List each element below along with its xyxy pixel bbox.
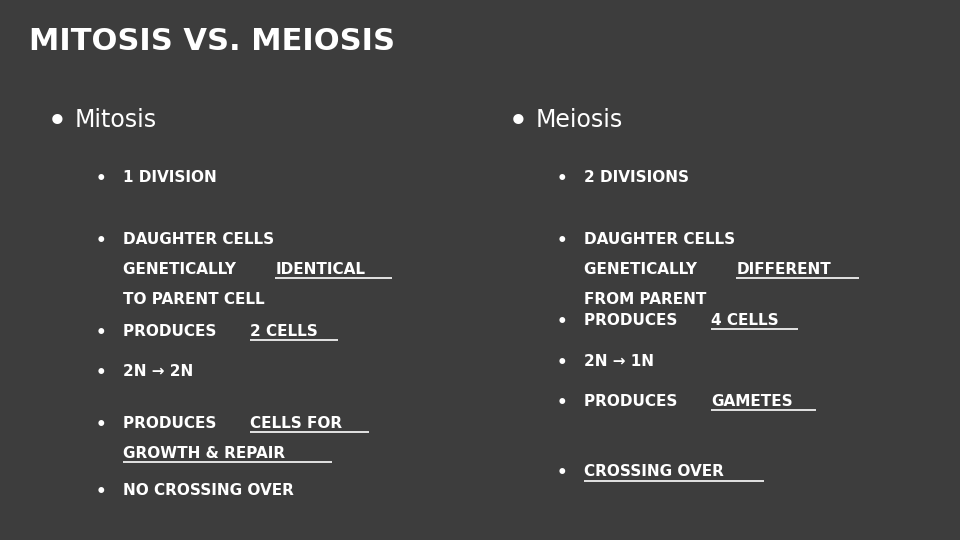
- Text: PRODUCES: PRODUCES: [123, 324, 222, 339]
- Text: •: •: [48, 108, 67, 136]
- Text: TO PARENT CELL: TO PARENT CELL: [123, 292, 265, 307]
- Text: IDENTICAL: IDENTICAL: [276, 262, 366, 277]
- Text: 4 CELLS: 4 CELLS: [711, 313, 779, 328]
- Text: 2 CELLS: 2 CELLS: [251, 324, 318, 339]
- Text: •: •: [509, 108, 528, 136]
- Text: MITOSIS VS. MEIOSIS: MITOSIS VS. MEIOSIS: [29, 27, 395, 56]
- Text: •: •: [557, 232, 567, 250]
- Text: GROWTH & REPAIR: GROWTH & REPAIR: [123, 446, 285, 461]
- Text: •: •: [96, 324, 107, 342]
- Text: •: •: [96, 364, 107, 382]
- Text: DAUGHTER CELLS: DAUGHTER CELLS: [584, 232, 734, 247]
- Text: •: •: [557, 170, 567, 188]
- Text: •: •: [96, 232, 107, 250]
- Text: GENETICALLY: GENETICALLY: [584, 262, 702, 277]
- Text: Meiosis: Meiosis: [536, 108, 623, 132]
- Text: PRODUCES: PRODUCES: [584, 394, 683, 409]
- Text: CELLS FOR: CELLS FOR: [251, 416, 343, 431]
- Text: PRODUCES: PRODUCES: [123, 416, 222, 431]
- Text: FROM PARENT: FROM PARENT: [584, 292, 706, 307]
- Text: Mitosis: Mitosis: [75, 108, 157, 132]
- Text: 2N → 1N: 2N → 1N: [584, 354, 654, 369]
- Text: •: •: [557, 394, 567, 412]
- Text: PRODUCES: PRODUCES: [584, 313, 683, 328]
- Text: •: •: [557, 464, 567, 482]
- Text: GAMETES: GAMETES: [711, 394, 793, 409]
- Text: GENETICALLY: GENETICALLY: [123, 262, 241, 277]
- Text: DAUGHTER CELLS: DAUGHTER CELLS: [123, 232, 274, 247]
- Text: •: •: [96, 483, 107, 501]
- Text: 2 DIVISIONS: 2 DIVISIONS: [584, 170, 688, 185]
- Text: 1 DIVISION: 1 DIVISION: [123, 170, 217, 185]
- Text: NO CROSSING OVER: NO CROSSING OVER: [123, 483, 294, 498]
- Text: •: •: [96, 170, 107, 188]
- Text: •: •: [557, 354, 567, 372]
- Text: •: •: [557, 313, 567, 331]
- Text: CROSSING OVER: CROSSING OVER: [584, 464, 724, 480]
- Text: •: •: [96, 416, 107, 434]
- Text: DIFFERENT: DIFFERENT: [736, 262, 831, 277]
- Text: 2N → 2N: 2N → 2N: [123, 364, 193, 380]
